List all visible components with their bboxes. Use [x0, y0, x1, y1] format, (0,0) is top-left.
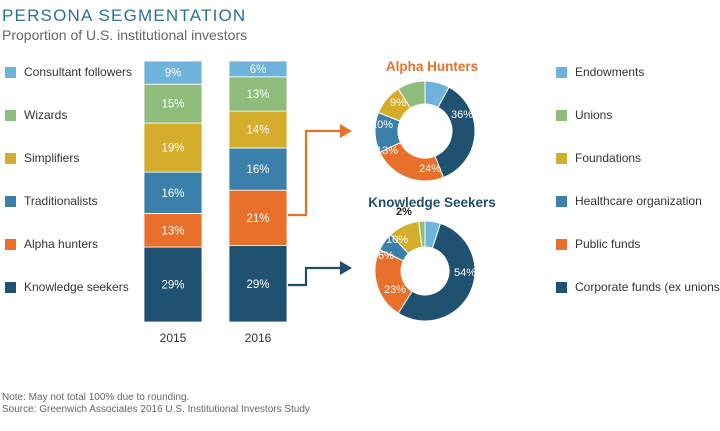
- legend-swatch: [5, 152, 16, 164]
- chart-title: PERSONA SEGMENTATION: [2, 6, 247, 25]
- bar-segment-simplifiers-2015: [143, 122, 203, 173]
- arrowhead-alpha-hunters: [340, 124, 352, 138]
- bar-value-label: 29%: [246, 279, 269, 291]
- legend-swatch: [556, 195, 567, 207]
- donut-value-label: 10%: [371, 119, 393, 131]
- legend-item-consultant-followers: Consultant followers: [5, 65, 132, 79]
- donut-value-label: 13%: [376, 145, 398, 157]
- legend-swatch: [5, 66, 16, 78]
- legend-label: Alpha hunters: [24, 237, 99, 251]
- donut-value-label: 10%: [386, 234, 408, 246]
- legend-swatch: [556, 238, 567, 250]
- legend-item-foundations: Foundations: [556, 151, 641, 165]
- bar-value-label: 6%: [250, 64, 267, 76]
- legend-item-public-funds: Public funds: [556, 237, 640, 251]
- footnotes: Note: May not total 100% due to rounding…: [2, 392, 310, 416]
- legend-item-knowledge-seekers: Knowledge seekers: [5, 280, 129, 294]
- x-tick-label: 2016: [245, 331, 272, 345]
- arrow-alpha-hunters: [288, 129, 340, 217]
- bar-segment-consultant-followers-2016: [228, 60, 288, 78]
- legend-swatch: [5, 238, 16, 250]
- bar-value-label: 13%: [246, 89, 269, 101]
- legend-item-healthcare-organization: Healthcare organization: [556, 194, 702, 208]
- bar-segment-simplifiers-2016: [228, 110, 288, 149]
- bar-segment-knowledge-seekers-2016: [228, 245, 288, 323]
- donut-value-label: 9%: [390, 97, 406, 109]
- bar-value-label: 9%: [165, 68, 182, 80]
- bar-segment-alpha-hunters-2015: [143, 213, 203, 248]
- legend-label: Corporate funds (ex unions): [575, 280, 720, 294]
- bar-segment-wizards-2015: [143, 83, 203, 124]
- legend-label: Healthcare organization: [575, 194, 702, 208]
- legend-label: Public funds: [575, 237, 641, 251]
- chart-subtitle: Proportion of U.S. institutional investo…: [2, 27, 248, 43]
- legend-item-endowments: Endowments: [556, 65, 644, 79]
- legend-item-traditionalists: Traditionalists: [5, 194, 98, 208]
- legend-swatch: [5, 109, 16, 121]
- donut-value-label: 23%: [384, 284, 406, 296]
- bar-segment-traditionalists-2016: [228, 147, 288, 191]
- legend-label: Consultant followers: [24, 65, 133, 79]
- donut-value-label: 54%: [454, 267, 476, 279]
- legend-label: Traditionalists: [24, 194, 98, 208]
- legend-label: Endowments: [575, 65, 645, 79]
- legend-label: Simplifiers: [24, 151, 80, 165]
- bar-value-label: 15%: [161, 99, 184, 111]
- arrowhead-knowledge-seekers: [340, 261, 352, 275]
- legend-item-alpha-hunters: Alpha hunters: [5, 237, 98, 251]
- legend-label: Knowledge seekers: [24, 280, 129, 294]
- bar-value-label: 16%: [246, 164, 269, 176]
- legend-swatch: [556, 281, 567, 293]
- legend-item-wizards: Wizards: [5, 108, 67, 122]
- x-tick-label: 2015: [160, 331, 187, 345]
- legend-swatch: [5, 195, 16, 207]
- donut-title: Knowledge Seekers: [368, 195, 496, 210]
- legend-label: Unions: [575, 108, 613, 122]
- donut-value-label: 36%: [451, 109, 473, 121]
- bar-segment-wizards-2016: [228, 76, 288, 112]
- donut-value-label: 24%: [419, 163, 441, 175]
- donut-value-label: 6%: [378, 250, 394, 262]
- note-text: Note: May not total 100% due to rounding…: [2, 392, 190, 403]
- bar-segment-consultant-followers-2015: [143, 60, 203, 85]
- arrow-knowledge-seekers: [288, 266, 340, 287]
- legend-swatch: [556, 109, 567, 121]
- legend-item-unions: Unions: [556, 108, 612, 122]
- legend-item-corporate-funds: Corporate funds (ex unions): [556, 280, 720, 294]
- chart-canvas: 29% 13% 16% 19% 15% 9% 2015 29% 21% 16% 14% 13% 6% 20…: [143, 59, 496, 345]
- source-text: Source: Greenwich Associates 2016 U.S. I…: [2, 404, 310, 415]
- donut-slice-corporate-funds-ex-unions: [434, 86, 476, 179]
- donut-title: Alpha Hunters: [386, 59, 478, 74]
- legend-swatch: [5, 281, 16, 293]
- donut-value-label: 2%: [396, 206, 412, 218]
- bar-segment-traditionalists-2015: [143, 171, 203, 214]
- donut-slice-unions: [397, 80, 426, 109]
- bar-value-label: 14%: [246, 125, 269, 137]
- bar-value-label: 19%: [161, 143, 184, 155]
- bar-value-label: 21%: [246, 213, 269, 225]
- bar-segment-knowledge-seekers-2015: [143, 246, 203, 323]
- donut-slice-corporate-funds-ex-unions: [397, 222, 476, 322]
- legend-item-simplifiers: Simplifiers: [5, 151, 79, 165]
- legend-label: Wizards: [24, 108, 68, 122]
- donut-slice-unions: [418, 220, 426, 248]
- bar-value-label: 29%: [161, 280, 184, 292]
- legend-swatch: [556, 66, 567, 78]
- legend-label: Foundations: [575, 151, 642, 165]
- bar-value-label: 13%: [161, 225, 184, 237]
- bar-value-label: 16%: [161, 188, 184, 200]
- legend-swatch: [556, 152, 567, 164]
